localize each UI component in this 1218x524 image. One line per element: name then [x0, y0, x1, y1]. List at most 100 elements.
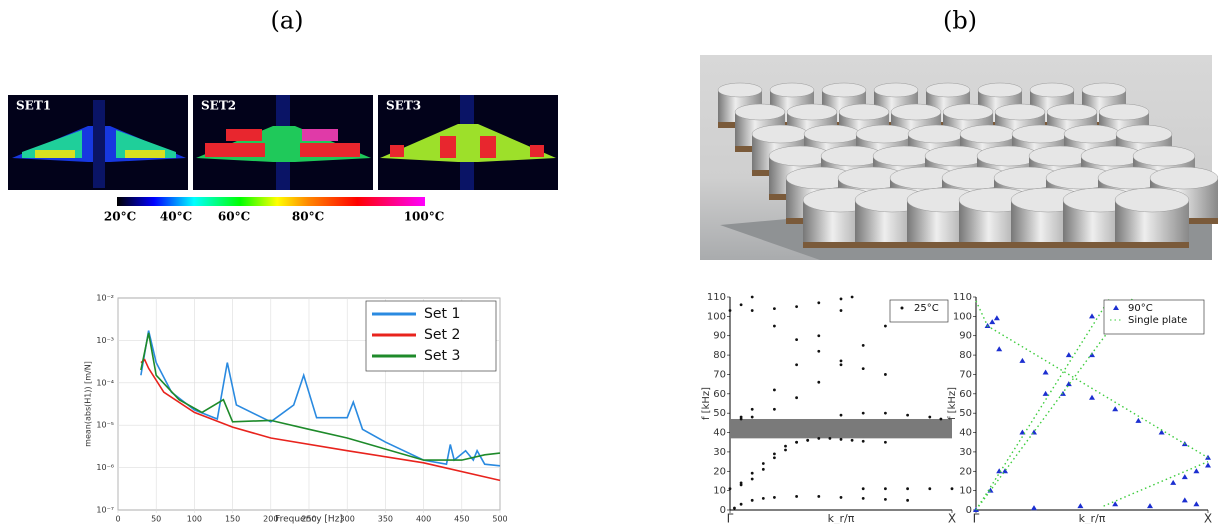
point — [750, 471, 754, 475]
y-tick-label: 0 — [720, 505, 726, 516]
y-tick-label: 30 — [959, 447, 972, 458]
legend-label: Set 2 — [424, 327, 460, 343]
x-tick-label: 450 — [454, 515, 469, 524]
point — [817, 380, 821, 384]
legend-label: Set 1 — [424, 306, 460, 322]
point — [850, 295, 854, 299]
point — [728, 487, 732, 491]
colorbar-label: 80°C — [292, 210, 324, 224]
y-tick-label: 10⁻² — [96, 294, 114, 303]
y-tick-label: 50 — [713, 408, 726, 419]
point — [839, 496, 843, 499]
pillar-base — [803, 240, 877, 248]
pillar-top — [994, 103, 1046, 121]
y-tick-label: 10⁻⁵ — [96, 421, 114, 430]
y-tick-label: 100 — [953, 311, 972, 322]
image-label: SET2 — [201, 99, 236, 113]
point — [739, 303, 743, 307]
y-tick-label: 70 — [713, 369, 726, 380]
point — [773, 324, 776, 328]
y-tick-label: 20 — [959, 466, 972, 477]
point — [861, 439, 865, 443]
point — [884, 411, 887, 415]
point — [950, 487, 954, 491]
x-tick-label: X — [1204, 512, 1212, 524]
series-line — [140, 358, 501, 482]
colorbar-label: 60°C — [218, 210, 250, 224]
legend-box — [1103, 299, 1205, 335]
x-axis-label: k_r/π — [1079, 512, 1106, 524]
colorbar-label: 100°C — [404, 210, 445, 224]
point — [928, 487, 932, 491]
plot-area — [730, 297, 952, 510]
x-axis-label: k_r/π — [828, 512, 855, 524]
x-tick-label: 50 — [151, 515, 161, 524]
point — [993, 315, 1000, 321]
point — [739, 502, 743, 506]
point — [1135, 417, 1142, 423]
y-tick-label: 90 — [713, 331, 726, 342]
y-tick-label: 10⁻⁷ — [96, 506, 114, 515]
colorbar-label: 20°C — [104, 210, 136, 224]
y-tick-label: 0 — [966, 505, 972, 516]
image-label: SET1 — [16, 99, 51, 113]
point — [828, 436, 832, 440]
point — [817, 436, 821, 440]
pillar-top — [1132, 145, 1196, 167]
point — [728, 309, 732, 312]
x-tick-label: 500 — [492, 515, 507, 524]
point — [817, 301, 821, 305]
point — [884, 497, 887, 501]
point — [839, 413, 843, 417]
point — [1019, 357, 1026, 363]
y-tick-label: 80 — [713, 350, 726, 361]
y-tick-label: 100 — [707, 311, 726, 322]
point — [861, 367, 865, 371]
point — [1112, 406, 1119, 412]
y-axis-label: f [kHz] — [701, 387, 712, 420]
pillar-top — [1063, 124, 1121, 144]
point — [989, 319, 996, 325]
point — [839, 297, 843, 301]
point — [839, 309, 843, 312]
x-tick-label: Γ — [973, 512, 980, 524]
point — [795, 305, 798, 309]
point — [773, 388, 776, 392]
point — [850, 438, 854, 442]
legend-label: 25°C — [914, 303, 939, 314]
y-tick-label: 10 — [959, 486, 972, 497]
pillar-top — [907, 124, 965, 144]
y-tick-label: 40 — [959, 428, 972, 439]
point — [761, 462, 765, 465]
pillar-top — [1149, 166, 1218, 190]
pillar-top — [751, 124, 809, 144]
point — [795, 495, 798, 498]
pillar-top — [1029, 82, 1075, 98]
pillar-top — [1098, 103, 1150, 121]
pillar-top — [942, 103, 994, 121]
point — [1077, 503, 1084, 509]
y-axis-label: mean(abs(H1)) [m/N] — [84, 361, 93, 447]
series-line — [140, 332, 501, 461]
y-tick-label: 10 — [713, 486, 726, 497]
pillar-top — [821, 82, 867, 98]
point — [861, 487, 865, 491]
point — [817, 495, 821, 498]
point — [739, 417, 743, 421]
point — [839, 363, 843, 367]
point — [739, 481, 743, 485]
point — [806, 438, 810, 442]
y-tick-label: 10⁻⁶ — [96, 463, 114, 472]
panel-label: (b) — [943, 7, 977, 35]
point — [906, 498, 909, 502]
point — [761, 467, 765, 471]
point — [839, 437, 843, 441]
point — [795, 440, 798, 444]
point — [817, 349, 821, 353]
pillar-top — [786, 103, 838, 121]
pillar-top — [717, 82, 763, 98]
point — [939, 417, 943, 421]
pillar-top — [873, 82, 919, 98]
y-tick-label: 90 — [959, 331, 972, 342]
thermal-image: SET2 — [193, 95, 373, 190]
